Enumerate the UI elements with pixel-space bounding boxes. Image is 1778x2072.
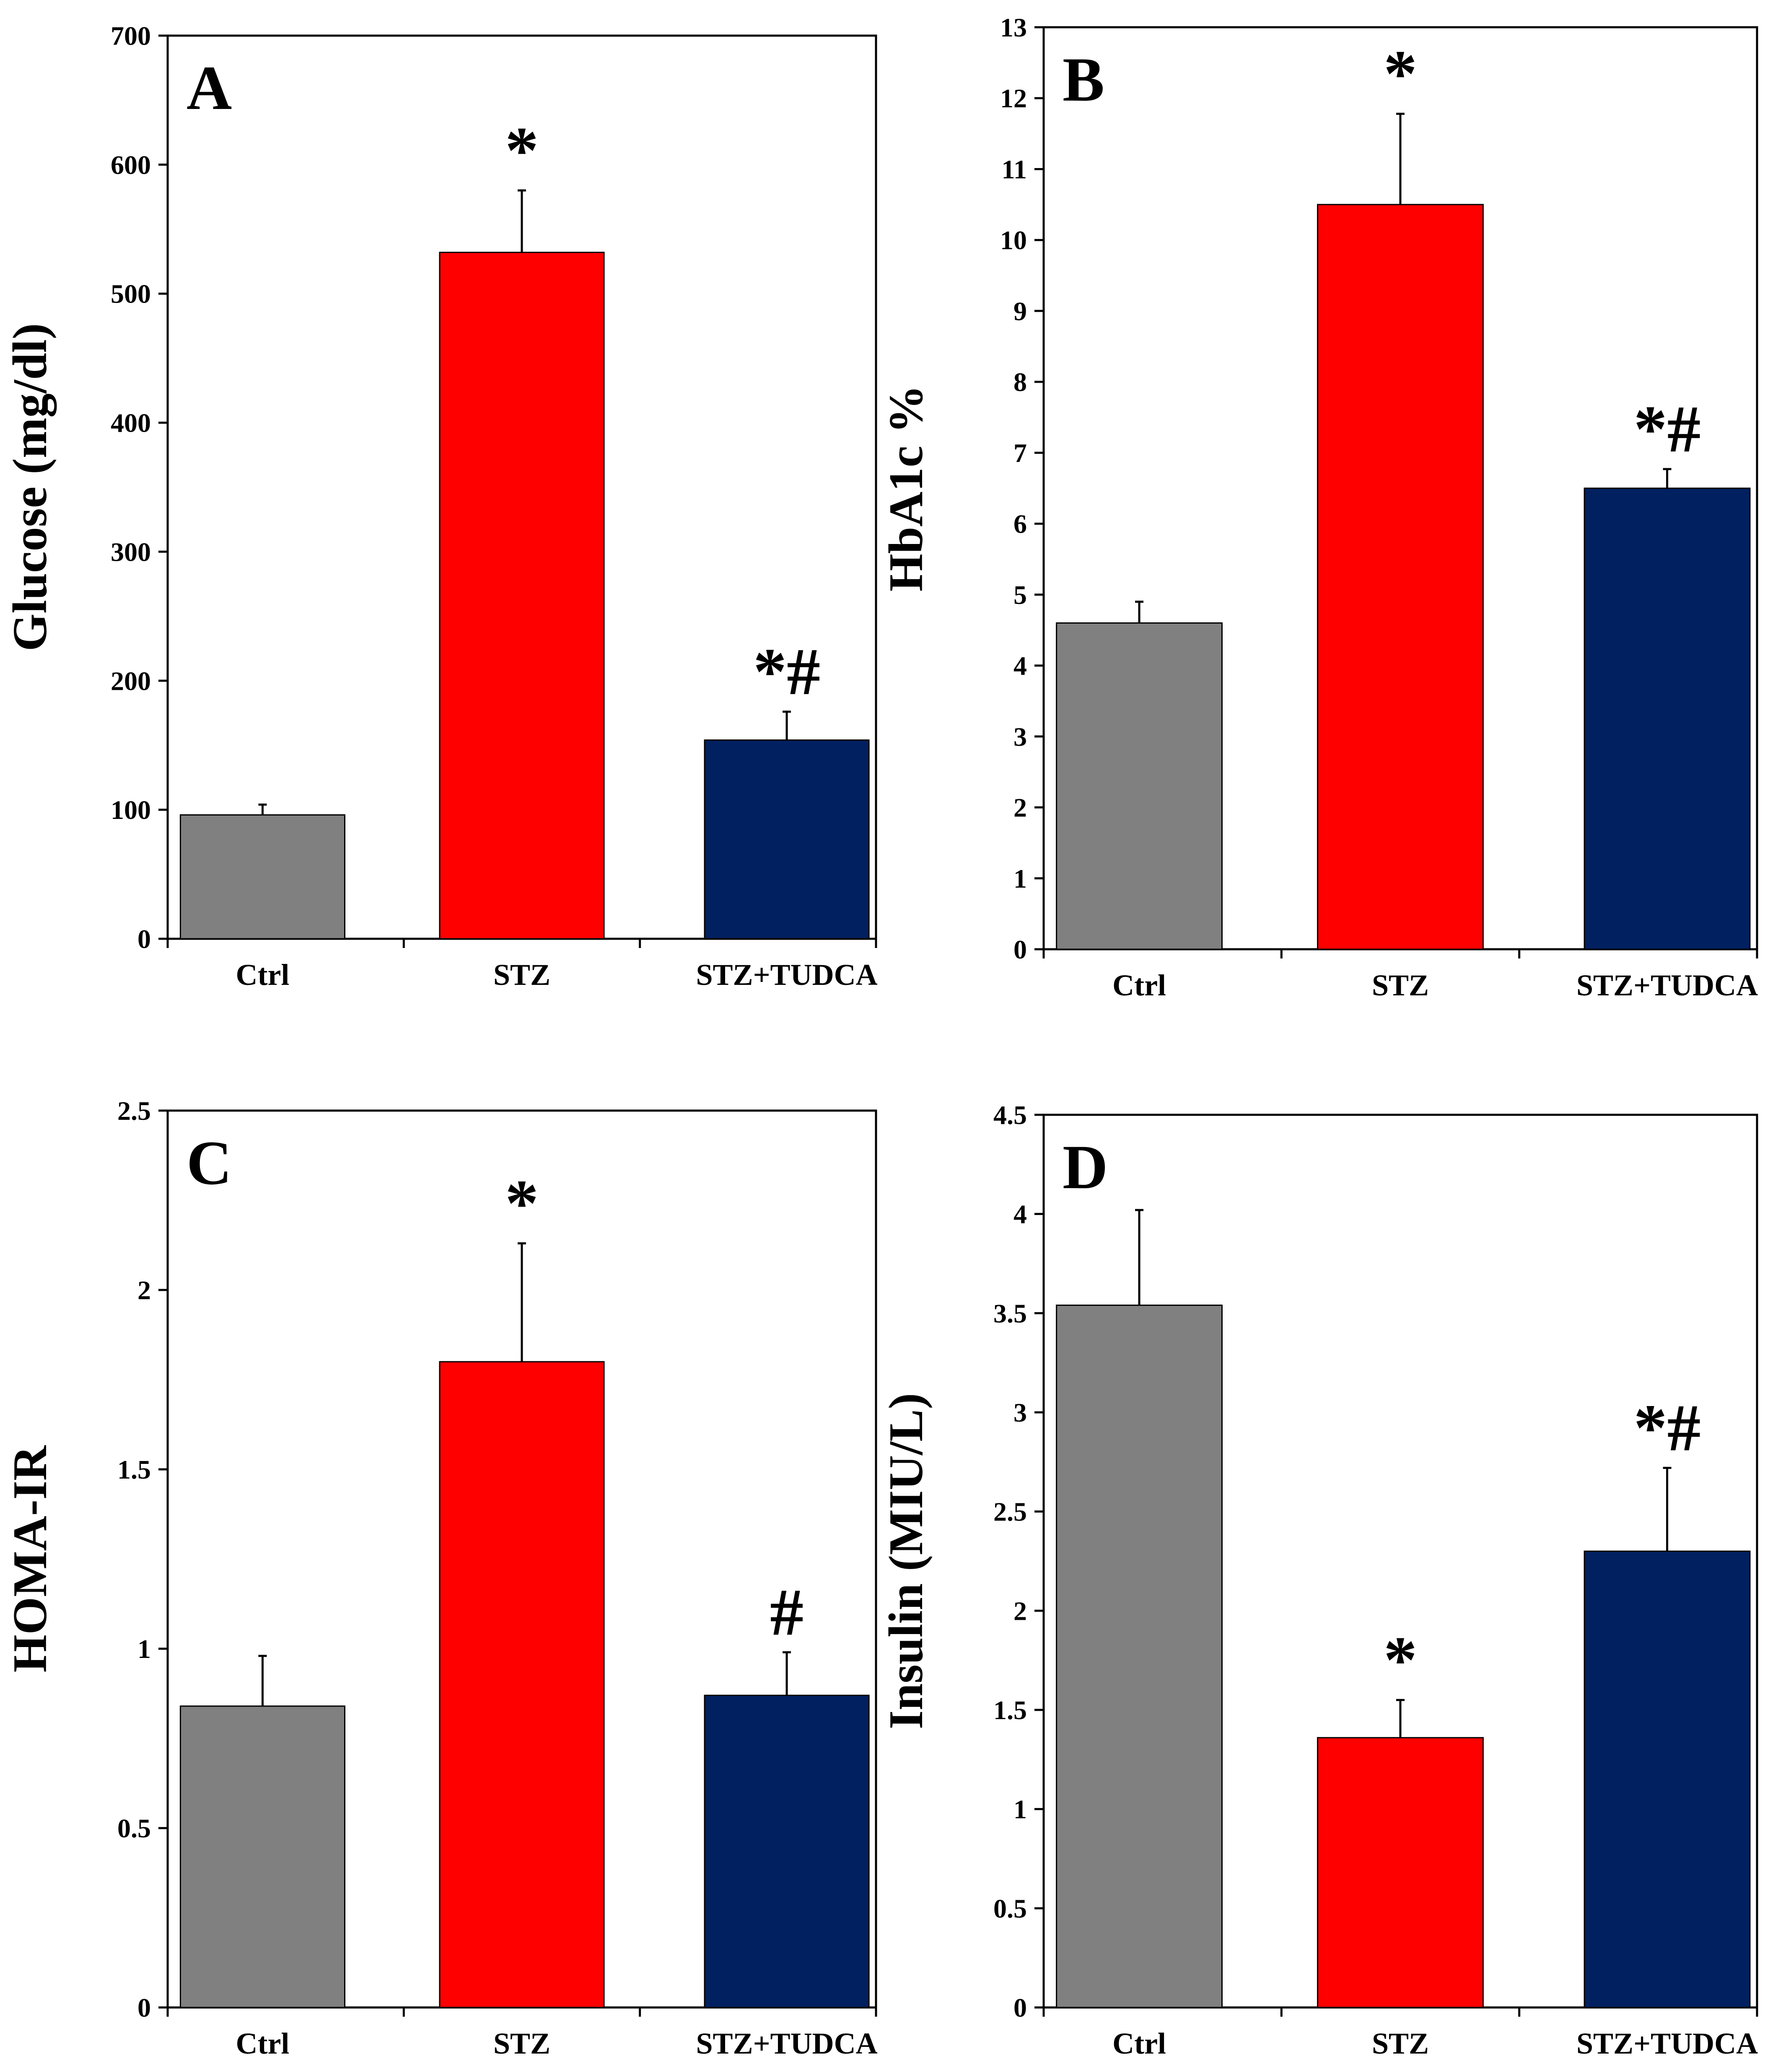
y-tick-label: 0 xyxy=(1013,935,1027,964)
y-tick-label: 0 xyxy=(137,924,151,954)
category-label: STZ xyxy=(493,958,550,992)
bar-stz xyxy=(1317,1737,1484,2008)
y-tick-label: 100 xyxy=(111,795,151,825)
y-tick-label: 0.5 xyxy=(993,1893,1027,1923)
y-tick-label: 0.5 xyxy=(117,1813,151,1843)
y-tick-label: 6 xyxy=(1013,509,1027,539)
category-label: STZ+TUDCA xyxy=(696,2027,877,2060)
y-tick-label: 7 xyxy=(1013,438,1027,468)
y-axis-title: Glucose (mg/dl) xyxy=(3,323,57,651)
y-tick-label: 3.5 xyxy=(993,1298,1027,1328)
bar-stz-tudca xyxy=(1584,487,1751,950)
category-label: Ctrl xyxy=(236,2027,289,2060)
category-label: STZ+TUDCA xyxy=(1576,969,1758,1002)
panel-letter: D xyxy=(1063,1132,1108,1202)
category-label: Ctrl xyxy=(1112,2027,1166,2060)
y-tick-label: 1 xyxy=(1013,1795,1027,1824)
y-axis-title: HbA1c % xyxy=(879,385,933,592)
y-axis-title: Insulin (MIU/L) xyxy=(879,1393,933,1730)
significance-marker: *# xyxy=(1634,1391,1701,1465)
y-tick-label: 12 xyxy=(1000,83,1027,113)
panel-a: 0 100 200 300 400 500 600 700 Ctrl STZ * STZ+TUDCA *… xyxy=(3,21,878,992)
y-tick-label: 4 xyxy=(1013,1199,1027,1229)
y-tick-label: 1 xyxy=(137,1634,151,1664)
y-tick-label: 13 xyxy=(1000,13,1027,42)
y-tick-label: 3 xyxy=(1013,1398,1027,1427)
bar-ctrl xyxy=(1056,622,1223,950)
category-label: STZ xyxy=(493,2027,550,2060)
y-tick-label: 8 xyxy=(1013,367,1027,397)
y-tick-label: 400 xyxy=(111,408,151,438)
y-tick-label: 1.5 xyxy=(993,1695,1027,1725)
bar-stz xyxy=(439,1361,605,2008)
category-label: STZ+TUDCA xyxy=(696,958,877,992)
significance-marker: * xyxy=(505,113,539,187)
y-tick-label: 4.5 xyxy=(993,1100,1027,1130)
y-tick-label: 0 xyxy=(1013,1993,1027,2023)
y-tick-label: 2 xyxy=(137,1275,151,1305)
y-tick-label: 1 xyxy=(1013,864,1027,894)
bar-stz-tudca xyxy=(704,1694,870,2008)
bar-ctrl xyxy=(179,1705,345,2008)
y-tick-label: 0 xyxy=(137,1993,151,2023)
y-tick-label: 1.5 xyxy=(117,1455,151,1484)
category-label: STZ+TUDCA xyxy=(1576,2027,1758,2060)
bar-stz-tudca xyxy=(704,739,870,940)
y-tick-label: 4 xyxy=(1013,651,1027,681)
y-tick-label: 10 xyxy=(1000,225,1027,255)
panel-letter: A xyxy=(187,53,232,123)
bar-stz xyxy=(439,251,605,940)
significance-marker: * xyxy=(1384,36,1417,111)
panel-letter: B xyxy=(1063,45,1104,114)
panel-d: 0 0.5 1 1.5 2 2.5 3 3.5 4 4.5 Ctrl STZ * STZ+TUDCA *# D… xyxy=(879,1100,1758,2060)
significance-marker: * xyxy=(1384,1622,1417,1697)
significance-marker: * xyxy=(505,1166,539,1241)
category-label: STZ xyxy=(1372,2027,1429,2060)
y-tick-label: 5 xyxy=(1013,580,1027,610)
significance-marker: *# xyxy=(1634,391,1701,466)
bar-stz-tudca xyxy=(1584,1550,1751,2008)
panel-letter: C xyxy=(187,1128,232,1198)
y-tick-label: 2.5 xyxy=(117,1096,151,1126)
category-label: Ctrl xyxy=(1112,969,1166,1002)
y-tick-label: 300 xyxy=(111,537,151,567)
significance-marker: *# xyxy=(753,634,820,709)
y-axis-title: HOMA-IR xyxy=(3,1445,57,1672)
y-tick-label: 200 xyxy=(111,666,151,696)
y-tick-label: 3 xyxy=(1013,722,1027,751)
panel-c: 0 0.5 1 1.5 2 2.5 Ctrl STZ * STZ+TUDCA # C HOMA-IR xyxy=(3,1096,878,2060)
y-tick-label: 2 xyxy=(1013,1596,1027,1626)
y-tick-label: 600 xyxy=(111,150,151,180)
y-tick-label: 2.5 xyxy=(993,1497,1027,1527)
category-label: STZ xyxy=(1372,969,1429,1002)
bar-ctrl xyxy=(179,814,345,940)
y-tick-label: 2 xyxy=(1013,793,1027,823)
y-tick-label: 9 xyxy=(1013,296,1027,326)
bar-ctrl xyxy=(1056,1304,1223,2008)
y-tick-label: 11 xyxy=(1002,154,1027,184)
category-label: Ctrl xyxy=(236,958,289,992)
y-tick-label: 500 xyxy=(111,279,151,309)
y-tick-label: 700 xyxy=(111,21,151,51)
bar-stz xyxy=(1317,204,1484,950)
significance-marker: # xyxy=(770,1575,803,1650)
